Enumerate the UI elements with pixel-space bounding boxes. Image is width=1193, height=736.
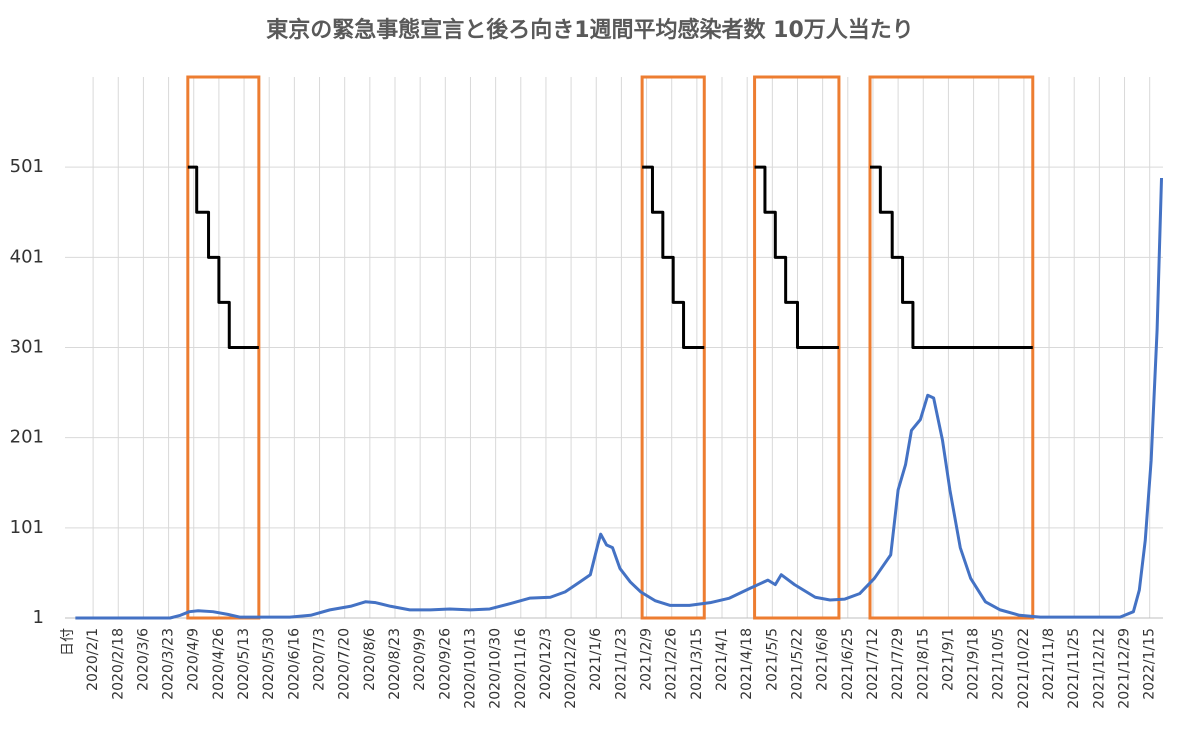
series-line — [75, 177, 1164, 620]
x-tick-label: 2020/6/16 — [286, 628, 302, 700]
y-tick-label: 1 — [33, 607, 44, 628]
y-tick-label: 401 — [10, 246, 44, 267]
x-tick-label: 2020/9/26 — [437, 628, 453, 700]
x-tick-label: 2021/4/1 — [714, 628, 730, 691]
x-tick-label: 2020/10/30 — [488, 628, 504, 709]
declaration-period — [186, 75, 261, 620]
x-axis-label: 日付 — [60, 628, 76, 656]
x-tick-label: 2021/10/5 — [991, 628, 1007, 700]
x-tick-label: 2022/1/15 — [1142, 628, 1158, 700]
x-tick-label: 2021/12/12 — [1091, 628, 1107, 709]
x-tick-label: 2021/2/26 — [664, 628, 680, 700]
x-tick-label: 2021/9/1 — [940, 628, 956, 691]
y-tick-label: 101 — [10, 517, 44, 538]
x-tick-label: 2021/7/29 — [890, 628, 906, 700]
x-tick-label: 2021/6/8 — [815, 628, 831, 691]
x-tick-label: 2020/7/20 — [337, 628, 353, 700]
x-tick-label: 2021/11/25 — [1066, 628, 1082, 709]
series-line — [187, 165, 1033, 349]
y-tick-label: 501 — [10, 156, 44, 177]
x-tick-label: 2021/7/12 — [865, 628, 881, 700]
x-tick-label: 2020/5/30 — [261, 628, 277, 700]
x-tick-label: 2021/11/8 — [1041, 628, 1057, 700]
x-tick-label: 2021/8/15 — [915, 628, 931, 700]
x-tick-label: 2021/10/22 — [1016, 628, 1032, 709]
x-tick-label: 2020/5/13 — [236, 628, 252, 700]
x-tick-label: 2021/1/6 — [588, 628, 604, 691]
x-tick-label: 2021/9/18 — [966, 628, 982, 700]
x-tick-label: 2021/6/25 — [840, 628, 856, 700]
x-tick-label: 2020/9/9 — [412, 628, 428, 691]
x-tick-label: 2020/3/6 — [135, 628, 151, 691]
x-tick-label: 2020/11/16 — [513, 628, 529, 709]
x-tick-label: 2021/5/5 — [764, 628, 780, 691]
y-tick-label: 301 — [10, 337, 44, 358]
x-tick-label: 2020/8/23 — [387, 628, 403, 700]
x-tick-label: 2020/8/6 — [362, 628, 378, 691]
x-tick-label: 2021/4/18 — [739, 628, 755, 700]
x-tick-label: 2020/2/18 — [110, 628, 126, 700]
x-tick-label: 2020/4/9 — [186, 628, 202, 691]
x-tick-label: 2020/12/20 — [563, 628, 579, 709]
x-tick-label: 2020/2/1 — [85, 628, 101, 691]
x-tick-label: 2020/7/3 — [312, 628, 328, 691]
x-tick-label: 2020/4/26 — [211, 628, 227, 700]
x-tick-label: 2021/3/15 — [689, 628, 705, 700]
chart-title: 東京の緊急事態宣言と後ろ向き1週間平均感染者数 10万人当たり — [266, 17, 914, 43]
x-tick-label: 2021/1/23 — [613, 628, 629, 700]
x-tick-label: 2020/3/23 — [161, 628, 177, 700]
x-tick-label: 2020/10/13 — [462, 628, 478, 709]
x-tick-label: 2021/2/9 — [639, 628, 655, 691]
x-tick-label: 2021/12/29 — [1117, 628, 1133, 709]
x-tick-label: 2021/5/22 — [789, 628, 805, 700]
y-tick-label: 201 — [10, 427, 44, 448]
x-tick-label: 2020/12/3 — [538, 628, 554, 700]
